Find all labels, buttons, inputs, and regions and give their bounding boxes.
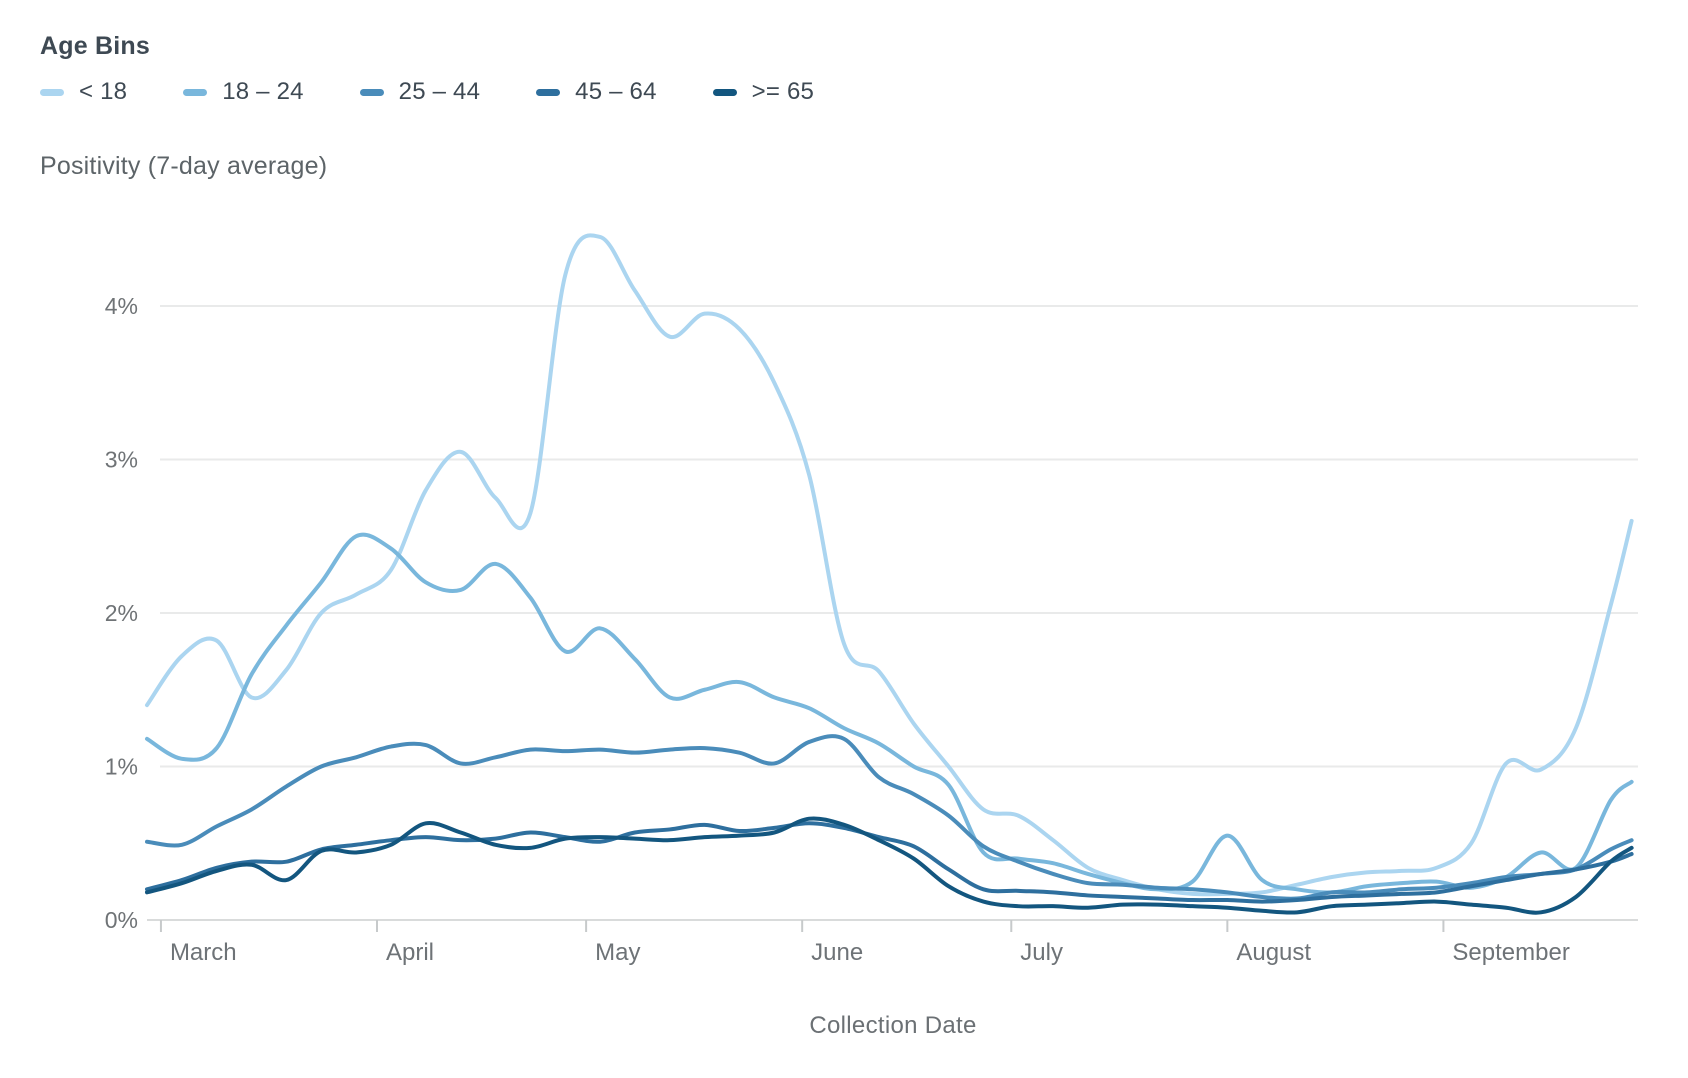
y-tick-label-4%: 4%	[105, 293, 138, 319]
series-line-18-24	[145, 532, 1634, 895]
legend-swatch	[712, 88, 737, 96]
legend-item--18[interactable]: < 18	[40, 78, 127, 106]
y-tick-label-0%: 0%	[105, 907, 138, 933]
x-tick-label-april: April	[386, 939, 434, 966]
legend-swatch	[359, 88, 384, 96]
x-axis-title: Collection Date	[809, 1012, 977, 1039]
x-tick-label-september: September	[1452, 939, 1569, 966]
legend-item-45-64[interactable]: 45 – 64	[536, 78, 656, 106]
y-tick-label-1%: 1%	[105, 754, 138, 780]
legend-item-label: 45 – 64	[575, 78, 657, 105]
legend-item-18-24[interactable]: 18 – 24	[183, 78, 303, 106]
x-tick-label-july: July	[1020, 939, 1063, 966]
legend-item-label: 18 – 24	[222, 78, 304, 105]
legend-item-25-44[interactable]: 25 – 44	[359, 78, 481, 106]
legend-item-label: < 18	[79, 78, 128, 105]
series-line-45-64	[145, 821, 1634, 904]
x-tick-label-may: May	[595, 939, 640, 966]
legend-swatch	[40, 88, 64, 96]
legend-item-label: 25 – 44	[398, 78, 481, 105]
x-tick-label-march: March	[170, 939, 237, 966]
legend-swatch	[536, 88, 561, 96]
legend: < 18 18 – 24 25 – 44 45 – 64 >= 65	[40, 78, 814, 106]
series-line--18	[145, 233, 1634, 897]
x-tick-label-june: June	[811, 939, 863, 966]
series-line-25-44	[145, 734, 1634, 901]
y-tick-label-2%: 2%	[105, 600, 138, 626]
y-axis-title: Positivity (7-day average)	[40, 152, 328, 180]
series-line--65	[145, 816, 1634, 915]
legend-item-label: >= 65	[751, 78, 815, 105]
legend-swatch	[183, 88, 208, 96]
legend-item--65[interactable]: >= 65	[712, 78, 815, 106]
legend-title: Age Bins	[40, 32, 150, 60]
y-tick-label-3%: 3%	[105, 447, 138, 473]
x-tick-label-august: August	[1236, 939, 1311, 966]
